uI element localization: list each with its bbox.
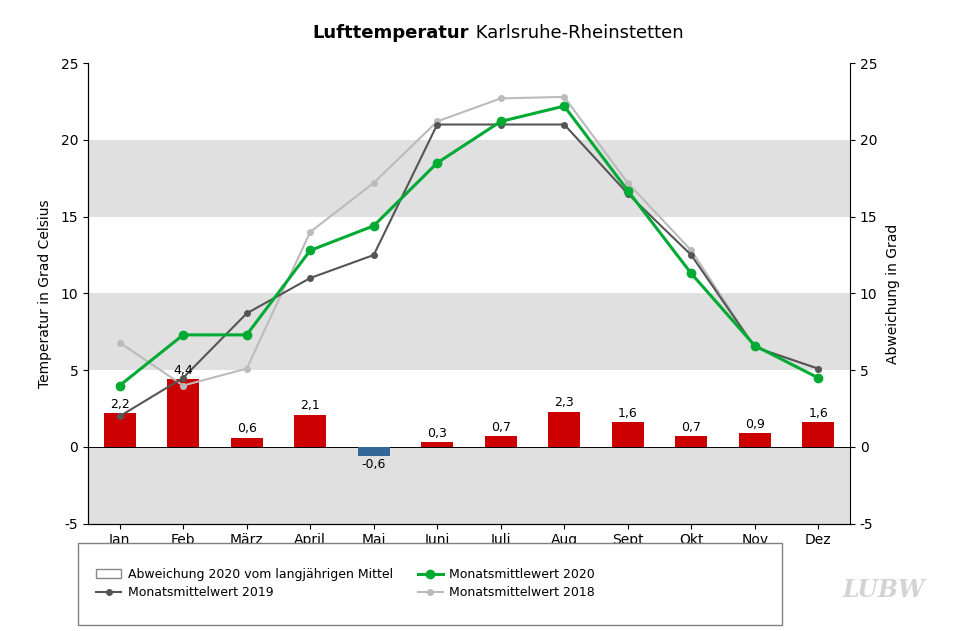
Y-axis label: Temperatur in Grad Celsius: Temperatur in Grad Celsius xyxy=(38,199,52,387)
Bar xyxy=(88,293,850,370)
Legend: Abweichung 2020 vom langjährigen Mittel, Monatsmittelwert 2019, Monatsmittlewert: Abweichung 2020 vom langjährigen Mittel,… xyxy=(92,563,600,604)
Text: 1,6: 1,6 xyxy=(808,407,828,420)
FancyBboxPatch shape xyxy=(78,543,782,625)
Text: 4,4: 4,4 xyxy=(173,364,193,377)
Bar xyxy=(88,140,850,216)
Bar xyxy=(167,379,199,447)
Bar xyxy=(485,436,517,447)
Bar xyxy=(548,411,580,447)
Bar xyxy=(675,436,707,447)
Text: 0,6: 0,6 xyxy=(236,422,257,435)
Text: 2,3: 2,3 xyxy=(554,396,574,410)
Y-axis label: Abweichung in Grad: Abweichung in Grad xyxy=(886,223,900,363)
Bar xyxy=(88,447,850,524)
Bar xyxy=(104,413,136,447)
Bar xyxy=(88,63,850,140)
Text: 0,9: 0,9 xyxy=(744,418,765,431)
Bar xyxy=(421,442,453,447)
Text: Lufttemperatur: Lufttemperatur xyxy=(313,25,469,42)
Text: 1,6: 1,6 xyxy=(617,407,638,420)
Text: Karlsruhe-Rheinstetten: Karlsruhe-Rheinstetten xyxy=(471,25,684,42)
Bar xyxy=(612,422,644,447)
Text: LUBW: LUBW xyxy=(843,578,925,602)
Text: 2,1: 2,1 xyxy=(300,399,320,413)
Text: 2,2: 2,2 xyxy=(109,398,130,411)
Bar xyxy=(231,438,263,447)
Text: 0,7: 0,7 xyxy=(490,421,511,434)
Bar xyxy=(88,370,850,447)
Bar xyxy=(802,422,834,447)
Bar xyxy=(294,415,326,447)
Text: -0,6: -0,6 xyxy=(361,459,386,471)
Text: 0,3: 0,3 xyxy=(427,427,447,440)
Bar xyxy=(358,447,390,456)
Bar xyxy=(88,216,850,293)
Text: 0,7: 0,7 xyxy=(681,421,701,434)
Bar xyxy=(739,433,771,447)
